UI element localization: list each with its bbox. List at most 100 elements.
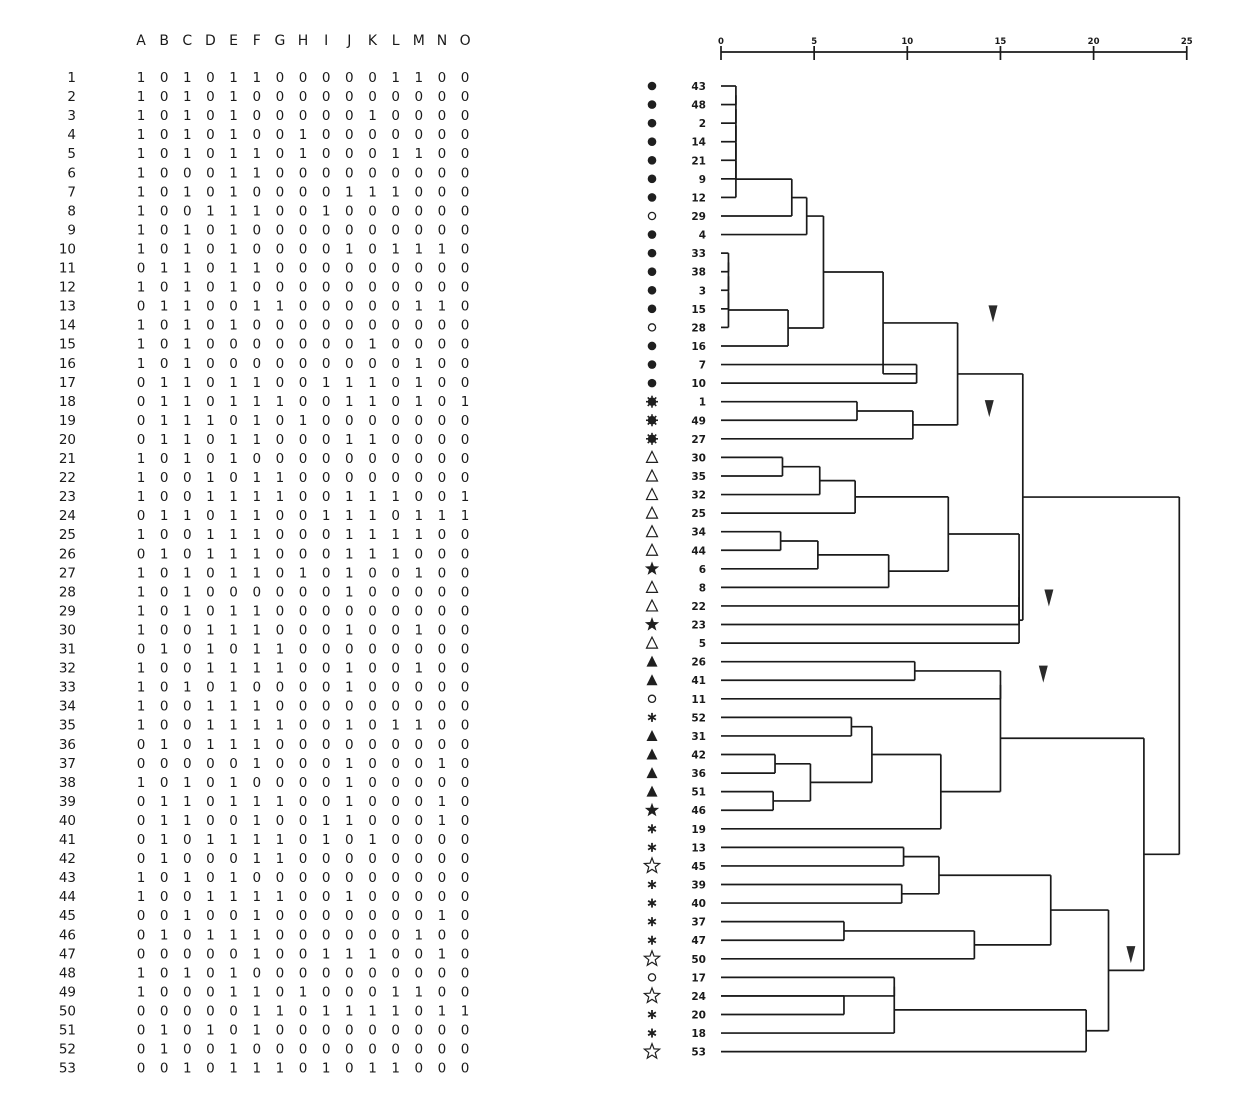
- matrix-cell: 0: [368, 622, 377, 638]
- column-header: H: [298, 33, 309, 49]
- matrix-cell: 0: [438, 718, 447, 734]
- column-header: D: [205, 33, 216, 49]
- matrix-cell: 1: [252, 546, 261, 562]
- matrix-cell: 1: [345, 546, 354, 562]
- row-label: 15: [59, 337, 76, 353]
- matrix-cell: 1: [183, 280, 192, 296]
- matrix-cell: 1: [183, 261, 192, 277]
- matrix-cell: 0: [276, 241, 285, 257]
- matrix-row: 45 0 0 1 0 0 1 0 0 0 0 0 0 0 1 0: [59, 908, 470, 924]
- leaf-label: 27: [691, 434, 706, 446]
- matrix-cell: 0: [391, 299, 400, 315]
- matrix-cell: 1: [229, 870, 238, 886]
- matrix-cell: 0: [160, 146, 169, 162]
- matrix-cell: 0: [183, 832, 192, 848]
- matrix-cell: 0: [206, 508, 215, 524]
- matrix-cell: 0: [438, 870, 447, 886]
- matrix-cell: 1: [206, 642, 215, 658]
- matrix-cell: 0: [229, 946, 238, 962]
- leaf-label: 46: [691, 805, 706, 817]
- dendrogram-branch: [721, 846, 905, 867]
- filled-triangle-icon: [646, 785, 658, 797]
- matrix-cell: 1: [345, 813, 354, 829]
- matrix-cell: 1: [299, 565, 308, 581]
- row-label: 30: [59, 622, 76, 638]
- row-label: 26: [59, 546, 76, 562]
- matrix-cell: 0: [368, 718, 377, 734]
- matrix-cell: 0: [137, 813, 146, 829]
- matrix-cell: 0: [438, 203, 447, 219]
- matrix-cell: 1: [183, 508, 192, 524]
- matrix-cell: 1: [160, 1042, 169, 1058]
- matrix-cell: 0: [345, 1023, 354, 1039]
- matrix-cell: 0: [345, 984, 354, 1000]
- matrix-cell: 0: [415, 737, 424, 753]
- matrix-cell: 0: [461, 299, 470, 315]
- matrix-row: 26 0 1 0 1 1 1 0 0 0 1 1 1 0 0 0: [59, 546, 470, 562]
- matrix-cell: 1: [368, 337, 377, 353]
- matrix-cell: 0: [438, 565, 447, 581]
- matrix-cell: 0: [345, 413, 354, 429]
- matrix-cell: 0: [322, 699, 331, 715]
- matrix-cell: 0: [299, 241, 308, 257]
- matrix-cell: 0: [461, 813, 470, 829]
- row-label: 40: [59, 813, 76, 829]
- matrix-cell: 1: [299, 413, 308, 429]
- matrix-row: 52 0 1 0 0 1 0 0 0 0 0 0 0 0 0 0: [59, 1042, 470, 1058]
- matrix-cell: 1: [368, 1061, 377, 1077]
- matrix-cell: 0: [322, 642, 331, 658]
- matrix-cell: 0: [415, 470, 424, 486]
- leaf-label: 9: [699, 174, 706, 186]
- matrix-cell: 0: [206, 241, 215, 257]
- matrix-cell: 0: [137, 946, 146, 962]
- leaf-label: 22: [691, 601, 706, 613]
- matrix-cell: 0: [229, 470, 238, 486]
- matrix-cell: 0: [160, 184, 169, 200]
- matrix-cell: 0: [438, 546, 447, 562]
- matrix-cell: 0: [391, 794, 400, 810]
- matrix-cell: 0: [345, 851, 354, 867]
- matrix-cell: 1: [137, 203, 146, 219]
- matrix-cell: 0: [368, 413, 377, 429]
- matrix-cell: 1: [206, 1023, 215, 1039]
- matrix-cell: 0: [322, 546, 331, 562]
- asterisk-icon: [647, 1028, 657, 1038]
- matrix-cell: 1: [183, 1061, 192, 1077]
- matrix-cell: 0: [299, 337, 308, 353]
- matrix-cell: 1: [252, 699, 261, 715]
- matrix-cell: 0: [206, 318, 215, 334]
- matrix-cell: 0: [276, 908, 285, 924]
- matrix-row: 20 0 1 1 0 1 1 0 0 0 1 1 0 0 0 0: [59, 432, 470, 448]
- matrix-cell: 1: [229, 546, 238, 562]
- matrix-cell: 1: [252, 413, 261, 429]
- filled-circle-icon: [647, 248, 657, 258]
- matrix-cell: 0: [415, 261, 424, 277]
- matrix-cell: 0: [461, 451, 470, 467]
- matrix-row: 37 0 0 0 0 0 1 0 0 0 1 0 0 0 1 0: [59, 756, 470, 772]
- matrix-row: 25 1 0 0 1 1 1 0 0 0 1 1 1 1 0 0: [59, 527, 470, 543]
- dendrogram-branch: [938, 874, 1052, 946]
- matrix-cell: 0: [299, 394, 308, 410]
- open-triangle-icon: [645, 450, 659, 463]
- matrix-cell: 1: [229, 680, 238, 696]
- leaf-label: 40: [691, 898, 706, 910]
- leaf-label: 41: [691, 675, 706, 687]
- column-header: L: [392, 33, 400, 49]
- matrix-cell: 0: [206, 222, 215, 238]
- open-star-icon: [642, 1041, 662, 1060]
- leaf-label: 17: [691, 972, 706, 984]
- matrix-cell: 1: [252, 737, 261, 753]
- row-label: 11: [59, 261, 76, 277]
- matrix-cell: 0: [299, 546, 308, 562]
- matrix-cell: 1: [183, 356, 192, 372]
- matrix-cell: 0: [322, 489, 331, 505]
- matrix-cell: 0: [461, 908, 470, 924]
- filled-triangle-icon: [646, 674, 658, 686]
- matrix-cell: 0: [438, 889, 447, 905]
- matrix-cell: 1: [183, 299, 192, 315]
- matrix-cell: 0: [137, 1042, 146, 1058]
- matrix-cell: 1: [345, 718, 354, 734]
- dendrogram-branch: [721, 125, 737, 162]
- matrix-cell: 1: [229, 394, 238, 410]
